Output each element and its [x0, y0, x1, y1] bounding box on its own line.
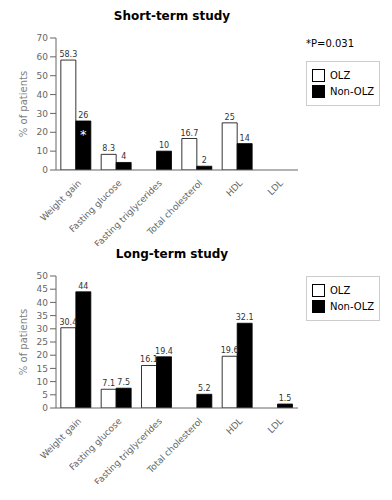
svg-text:19.6: 19.6: [221, 346, 239, 355]
svg-text:40: 40: [37, 90, 49, 100]
svg-text:8.3: 8.3: [102, 144, 115, 153]
html-text:OLZ: OLZ: [330, 70, 351, 81]
svg-text:16.7: 16.7: [180, 129, 198, 138]
svg-text:LDL: LDL: [266, 178, 285, 197]
svg-text:0: 0: [42, 165, 48, 175]
svg-text:7.1: 7.1: [102, 379, 115, 388]
svg-text:44: 44: [78, 282, 88, 291]
svg-text:7.5: 7.5: [117, 378, 130, 387]
html-text:OLZ: OLZ: [330, 285, 351, 296]
html-text:*P=0.031: *P=0.031: [306, 38, 354, 49]
svg-text:0: 0: [42, 403, 48, 413]
svg-text:30: 30: [37, 109, 49, 119]
html-text:Non-OLZ: Non-OLZ: [330, 301, 375, 312]
svg-text:Weight gain: Weight gain: [38, 178, 83, 223]
svg-text:30: 30: [37, 324, 49, 334]
svg-text:19.4: 19.4: [155, 347, 173, 356]
svg-text:25: 25: [37, 337, 48, 347]
svg-text:2: 2: [202, 156, 207, 165]
svg-text:40: 40: [37, 298, 49, 308]
svg-text:25: 25: [225, 113, 235, 122]
svg-text:Total cholesterol: Total cholesterol: [145, 178, 205, 238]
svg-text:32.1: 32.1: [236, 313, 254, 322]
svg-text:20: 20: [37, 127, 49, 137]
svg-text:LDL: LDL: [266, 416, 285, 435]
svg-text:10: 10: [159, 141, 169, 150]
svg-text:70: 70: [37, 33, 49, 43]
svg-text:5: 5: [42, 390, 48, 400]
html-text:Short-term study: Short-term study: [113, 9, 231, 23]
svg-text:5.2: 5.2: [198, 384, 211, 393]
svg-text:% of patients: % of patients: [18, 309, 29, 375]
html-text:Non-OLZ: Non-OLZ: [330, 86, 375, 97]
svg-text:Fasting glucose: Fasting glucose: [67, 416, 124, 473]
svg-text:45: 45: [37, 284, 48, 294]
svg-text:10: 10: [37, 377, 49, 387]
svg-text:35: 35: [37, 311, 48, 321]
svg-text:16.1: 16.1: [140, 355, 158, 364]
svg-text:60: 60: [37, 52, 49, 62]
svg-text:HDL: HDL: [224, 416, 244, 436]
svg-text:% of patients: % of patients: [18, 71, 29, 137]
html-text:Long-term study: Long-term study: [115, 247, 229, 261]
svg-text:50: 50: [37, 271, 49, 281]
svg-text:50: 50: [37, 71, 49, 81]
svg-text:14: 14: [240, 134, 250, 143]
svg-text:58.3: 58.3: [59, 50, 77, 59]
svg-text:Fasting glucose: Fasting glucose: [67, 178, 124, 235]
svg-text:10: 10: [37, 146, 49, 156]
svg-text:20: 20: [37, 350, 49, 360]
svg-text:Total cholesterol: Total cholesterol: [145, 416, 205, 476]
svg-text:30.4: 30.4: [59, 318, 77, 327]
svg-text:15: 15: [37, 364, 48, 374]
svg-text:HDL: HDL: [224, 178, 244, 198]
svg-text:1.5: 1.5: [279, 394, 292, 403]
svg-text:4: 4: [121, 152, 126, 161]
svg-text:*: *: [80, 127, 87, 142]
svg-text:26: 26: [78, 111, 88, 120]
svg-text:Weight gain: Weight gain: [38, 416, 83, 461]
